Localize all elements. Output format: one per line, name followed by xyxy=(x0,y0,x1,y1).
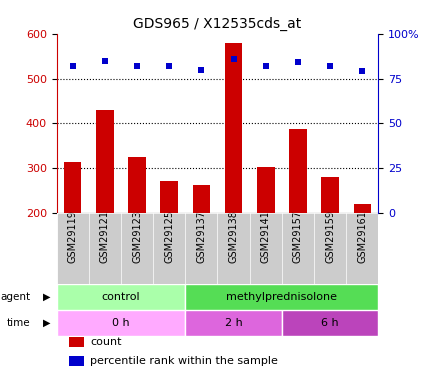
Point xyxy=(197,67,204,73)
Bar xyxy=(256,167,274,213)
Text: percentile rank within the sample: percentile rank within the sample xyxy=(90,356,278,366)
Bar xyxy=(224,43,242,213)
Text: ▶: ▶ xyxy=(43,318,50,328)
Bar xyxy=(64,162,81,213)
Text: 6 h: 6 h xyxy=(321,318,338,328)
Point xyxy=(230,56,237,62)
Title: GDS965 / X12535cds_at: GDS965 / X12535cds_at xyxy=(133,17,301,32)
Bar xyxy=(69,356,84,366)
Point xyxy=(358,68,365,74)
Bar xyxy=(289,129,306,213)
Point xyxy=(294,60,301,66)
Bar xyxy=(185,310,281,336)
Point xyxy=(101,58,108,64)
Bar xyxy=(128,157,145,213)
Point xyxy=(326,63,333,69)
Bar xyxy=(185,284,378,310)
Text: count: count xyxy=(90,337,122,347)
Point xyxy=(69,63,76,69)
Text: control: control xyxy=(102,292,140,302)
Text: 2 h: 2 h xyxy=(224,318,242,328)
Bar xyxy=(96,110,113,213)
Text: time: time xyxy=(7,318,31,328)
Bar xyxy=(160,181,178,213)
Point xyxy=(165,63,172,69)
Point xyxy=(262,63,269,69)
Text: 0 h: 0 h xyxy=(112,318,129,328)
Bar xyxy=(192,185,210,213)
Bar xyxy=(69,337,84,347)
Text: agent: agent xyxy=(1,292,31,302)
Bar xyxy=(56,284,185,310)
Bar xyxy=(321,177,338,213)
Point xyxy=(133,63,140,69)
Text: methylprednisolone: methylprednisolone xyxy=(226,292,337,302)
Bar xyxy=(56,310,185,336)
Bar xyxy=(353,204,370,213)
Text: ▶: ▶ xyxy=(43,292,50,302)
Bar xyxy=(281,310,378,336)
